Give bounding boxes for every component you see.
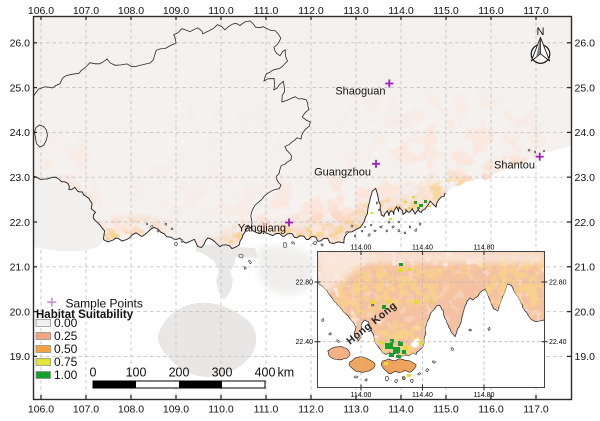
svg-text:300: 300	[212, 366, 233, 380]
svg-text:0.25: 0.25	[54, 329, 78, 343]
svg-text:26.0: 26.0	[10, 38, 31, 50]
svg-text:0: 0	[90, 366, 97, 380]
svg-text:22.80: 22.80	[549, 280, 567, 287]
svg-text:114.00: 114.00	[351, 392, 372, 399]
svg-text:Yangjiang: Yangjiang	[238, 223, 286, 235]
svg-text:22.80: 22.80	[295, 280, 313, 287]
svg-text:107.0: 107.0	[73, 5, 99, 17]
svg-text:22.40: 22.40	[549, 339, 567, 346]
svg-text:1.00: 1.00	[54, 368, 78, 382]
svg-text:113.0: 113.0	[343, 404, 369, 416]
svg-text:400: 400	[255, 366, 276, 380]
svg-text:114.80: 114.80	[474, 245, 495, 252]
svg-text:109.0: 109.0	[163, 404, 189, 416]
svg-text:Habitat Suitability: Habitat Suitability	[36, 309, 134, 321]
svg-text:22.0: 22.0	[575, 217, 596, 229]
svg-text:116.0: 116.0	[478, 404, 504, 416]
svg-text:116.0: 116.0	[478, 5, 504, 17]
svg-text:114.0: 114.0	[388, 404, 414, 416]
svg-text:23.0: 23.0	[10, 172, 31, 184]
svg-text:112.0: 112.0	[298, 5, 324, 17]
svg-text:200: 200	[169, 366, 190, 380]
svg-text:21.0: 21.0	[10, 262, 31, 274]
svg-text:111.0: 111.0	[254, 5, 279, 17]
svg-text:114.0: 114.0	[388, 5, 414, 17]
svg-text:25.0: 25.0	[10, 82, 31, 94]
svg-text:Guangzhou: Guangzhou	[314, 167, 371, 179]
svg-text:24.0: 24.0	[10, 127, 31, 139]
svg-text:107.0: 107.0	[73, 404, 99, 416]
svg-text:100: 100	[126, 366, 147, 380]
svg-text:114.80: 114.80	[474, 392, 495, 399]
svg-text:0.00: 0.00	[54, 316, 78, 330]
svg-text:N: N	[537, 26, 545, 38]
svg-text:24.0: 24.0	[575, 127, 596, 139]
svg-text:117.0: 117.0	[523, 5, 549, 17]
svg-text:109.0: 109.0	[163, 5, 189, 17]
svg-text:21.0: 21.0	[575, 262, 596, 274]
svg-text:106.0: 106.0	[28, 5, 54, 17]
svg-text:19.0: 19.0	[10, 351, 31, 363]
svg-text:115.0: 115.0	[433, 5, 459, 17]
svg-text:106.0: 106.0	[28, 404, 54, 416]
svg-text:19.0: 19.0	[575, 351, 596, 363]
svg-text:26.0: 26.0	[575, 38, 596, 50]
svg-text:114.00: 114.00	[351, 245, 372, 252]
svg-text:112.0: 112.0	[298, 404, 324, 416]
svg-text:115.0: 115.0	[433, 404, 459, 416]
svg-text:22.0: 22.0	[10, 217, 31, 229]
svg-text:108.0: 108.0	[118, 5, 144, 17]
svg-text:Shaoguan: Shaoguan	[335, 86, 385, 98]
svg-text:114.40: 114.40	[412, 392, 433, 399]
svg-text:108.0: 108.0	[118, 404, 144, 416]
svg-text:117.0: 117.0	[523, 404, 549, 416]
svg-text:0.75: 0.75	[54, 355, 78, 369]
svg-text:km: km	[278, 366, 295, 380]
svg-text:20.0: 20.0	[10, 306, 31, 318]
svg-text:25.0: 25.0	[575, 82, 596, 94]
svg-text:110.0: 110.0	[208, 5, 234, 17]
svg-text:111.0: 111.0	[254, 404, 279, 416]
svg-text:Sample Points: Sample Points	[66, 297, 143, 311]
svg-text:0.50: 0.50	[54, 342, 78, 356]
svg-text:Shantou: Shantou	[494, 160, 535, 172]
svg-text:22.40: 22.40	[295, 339, 313, 346]
svg-text:20.0: 20.0	[575, 306, 596, 318]
svg-text:110.0: 110.0	[208, 404, 234, 416]
svg-text:23.0: 23.0	[575, 172, 596, 184]
svg-text:113.0: 113.0	[343, 5, 369, 17]
svg-text:114.40: 114.40	[412, 245, 433, 252]
